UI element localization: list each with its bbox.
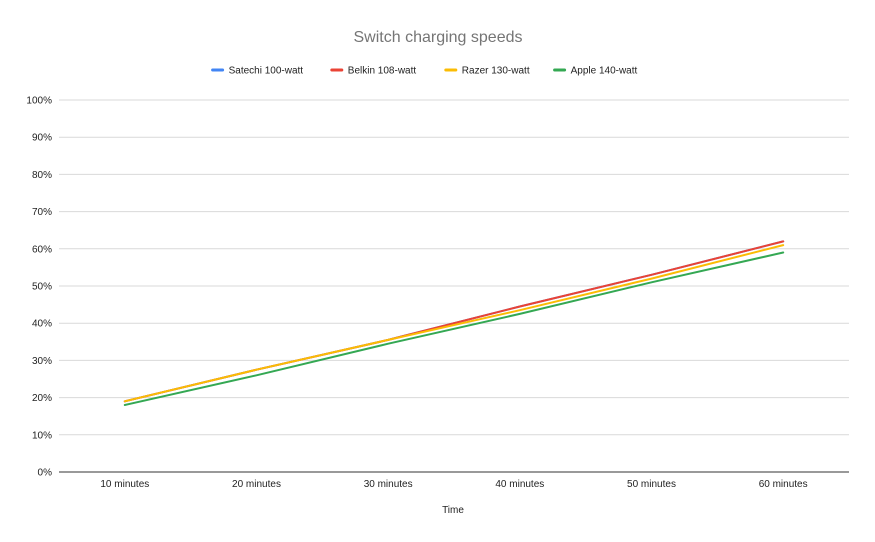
series-line-3 bbox=[123, 244, 785, 403]
x-tick-label: 10 minutes bbox=[100, 479, 149, 490]
legend-label: Apple 140-watt bbox=[571, 66, 638, 77]
y-tick-label: 50% bbox=[32, 282, 52, 293]
y-tick-label: 0% bbox=[38, 468, 53, 479]
x-tick-label: 60 minutes bbox=[759, 479, 808, 490]
x-axis-title: Time bbox=[442, 505, 464, 516]
gridlines bbox=[59, 99, 849, 436]
legend-label: Satechi 100-watt bbox=[229, 66, 304, 77]
y-tick-label: 40% bbox=[32, 319, 52, 330]
x-tick-label: 50 minutes bbox=[627, 479, 676, 490]
x-axis: 10 minutes 20 minutes 30 minutes 40 minutes… bbox=[59, 471, 849, 490]
series-line-4 bbox=[123, 251, 785, 406]
y-tick-label: 30% bbox=[32, 356, 52, 367]
legend: Satechi 100-watt Belkin 108-watt Razer 130… bbox=[211, 66, 638, 77]
y-tick-label: 20% bbox=[32, 393, 52, 404]
x-tick-label: 40 minutes bbox=[495, 479, 544, 490]
x-tick-label: 20 minutes bbox=[232, 479, 281, 490]
y-tick-label: 70% bbox=[32, 207, 52, 218]
legend-item: Belkin 108-watt bbox=[330, 66, 417, 77]
y-tick-label: 60% bbox=[32, 244, 52, 255]
legend-item: Razer 130-watt bbox=[444, 66, 530, 77]
legend-label: Belkin 108-watt bbox=[348, 66, 417, 77]
y-axis: 0% 10% 20% 30% 40% 50% 60% 70% 80% 90% 100% bbox=[26, 96, 52, 479]
legend-item: Satechi 100-watt bbox=[211, 66, 304, 77]
y-tick-label: 10% bbox=[32, 430, 52, 441]
y-tick-label: 90% bbox=[32, 133, 52, 144]
legend-item: Apple 140-watt bbox=[553, 66, 638, 77]
y-tick-label: 80% bbox=[32, 170, 52, 181]
legend-label: Razer 130-watt bbox=[462, 66, 530, 77]
chart-title: Switch charging speeds bbox=[354, 29, 523, 46]
plot-area bbox=[123, 240, 785, 406]
y-tick-label: 100% bbox=[26, 96, 52, 107]
x-tick-label: 30 minutes bbox=[364, 479, 413, 490]
